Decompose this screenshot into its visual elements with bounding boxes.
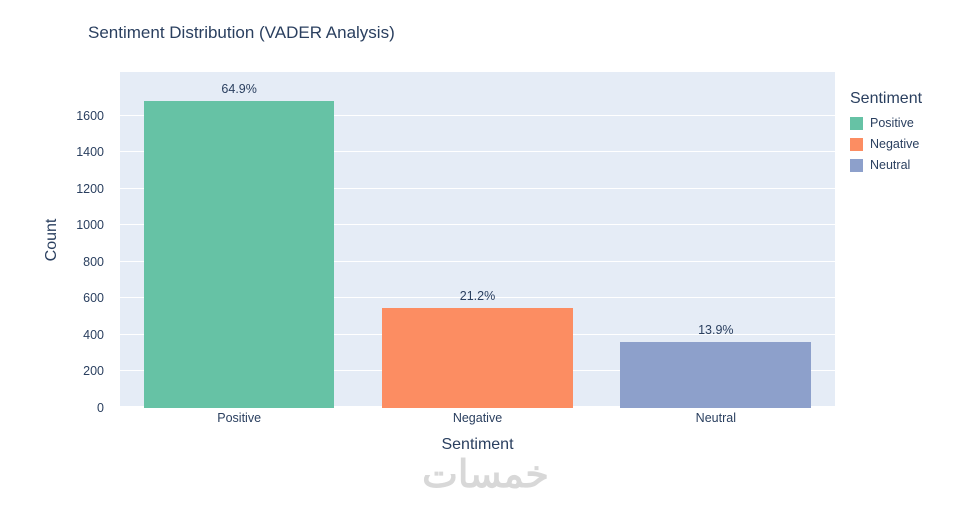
gridline — [120, 114, 835, 116]
legend-item-negative[interactable]: Negative — [850, 137, 965, 151]
bar-slot-positive: 64.9% — [120, 72, 358, 408]
bar-value-label: 13.9% — [698, 323, 734, 338]
legend-label: Positive — [870, 116, 914, 130]
legend-swatch-positive-icon — [850, 116, 863, 130]
legend-label: Neutral — [870, 158, 911, 172]
legend-item-neutral[interactable]: Neutral — [850, 158, 965, 172]
y-tick-label: 1600 — [76, 108, 104, 123]
x-axis-title: Sentiment — [441, 436, 514, 453]
y-tick-label: 200 — [83, 364, 104, 379]
legend-title: Sentiment — [850, 90, 923, 107]
gridline — [120, 224, 835, 226]
bar-value-label: 21.2% — [459, 288, 496, 303]
y-tick-label: 800 — [83, 254, 104, 269]
y-tick-label: 0 — [97, 401, 104, 415]
y-axis-ticks: 0 200 400 600 800 1000 1200 1400 1600 — [66, 72, 112, 415]
bar-neutral[interactable]: 13.9% — [620, 323, 812, 408]
bar-negative[interactable]: 21.2% — [382, 289, 573, 408]
y-tick-label: 1200 — [76, 181, 104, 196]
gridline — [120, 297, 835, 299]
bar-value-label: 64.9% — [221, 82, 257, 97]
bars-row: 64.9% 21.2% 13.9% — [120, 72, 835, 408]
legend-label: Negative — [870, 137, 920, 151]
legend-swatch-negative-icon — [850, 137, 863, 151]
bar-slot-neutral: 13.9% — [597, 72, 835, 408]
gridline — [120, 260, 835, 262]
x-axis-ticks: Positive Negative Neutral — [120, 411, 835, 425]
chart-title: Sentiment Distribution (VADER Analysis) — [88, 23, 395, 42]
bar-positive[interactable]: 64.9% — [143, 82, 335, 408]
y-tick-label: 1000 — [76, 218, 104, 233]
bar-slot-negative: 21.2% — [358, 72, 596, 408]
y-tick-label: 600 — [83, 291, 104, 306]
legend-item-positive[interactable]: Positive — [850, 116, 965, 130]
legend-swatch-neutral-icon — [850, 158, 863, 172]
watermark: خمسات — [422, 454, 549, 496]
legend: Sentiment Positive Negative Neutral — [850, 90, 965, 179]
x-tick-positive: Positive — [217, 411, 262, 425]
gridline — [120, 187, 835, 189]
plot-area: 64.9% 21.2% 13.9% — [120, 72, 835, 408]
x-tick-negative: Negative — [452, 411, 503, 425]
y-axis-title: Count — [43, 218, 60, 262]
x-tick-neutral: Neutral — [695, 411, 736, 425]
y-tick-label: 1400 — [76, 145, 104, 160]
y-tick-label: 400 — [83, 327, 104, 342]
gridline — [120, 151, 835, 153]
